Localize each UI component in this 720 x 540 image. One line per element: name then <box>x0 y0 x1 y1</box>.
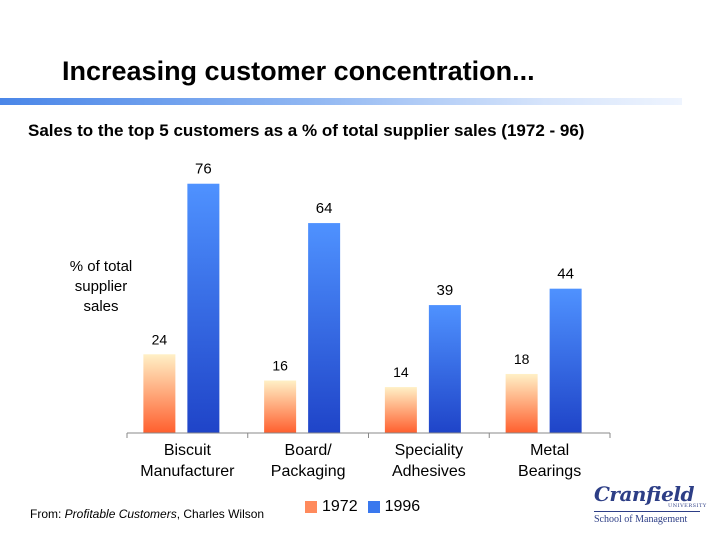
category-label-1-line-0: Board/ <box>285 442 333 459</box>
legend-swatch-1996 <box>367 501 380 513</box>
data-label-1972-3: 18 <box>514 351 530 367</box>
chart-legend: 1972 1996 <box>305 498 430 516</box>
legend-swatch-1972 <box>305 501 317 513</box>
logo-divider <box>594 511 700 512</box>
title-underline <box>0 98 682 105</box>
source-title: Profitable Customers <box>64 507 177 521</box>
logo-wordmark: Cranfield <box>594 482 694 506</box>
source-author: , Charles Wilson <box>176 507 265 521</box>
chart-subtitle: Sales to the top 5 customers as a % of t… <box>28 121 585 140</box>
bar-1996-3 <box>549 288 582 433</box>
cranfield-logo: Cranfield UNIVERSITY School of Managemen… <box>594 484 706 525</box>
data-label-1996-2: 39 <box>437 282 454 299</box>
logo-university-tag: UNIVERSITY <box>668 503 707 509</box>
category-label-3-line-1: Bearings <box>518 463 581 480</box>
data-label-1996-1: 64 <box>316 200 333 217</box>
bar-1972-0 <box>143 354 176 433</box>
category-label-0-line-1: Manufacturer <box>140 463 235 480</box>
data-label-1972-0: 24 <box>152 331 168 347</box>
y-axis-label-line-0: % of total <box>70 258 133 275</box>
data-label-1996-3: 44 <box>557 266 574 283</box>
legend-label-1972: 1972 <box>322 498 358 515</box>
legend-item-1996: 1996 <box>367 498 421 516</box>
slide-title: Increasing customer concentration... <box>62 56 535 86</box>
category-label-1-line-1: Packaging <box>271 463 346 480</box>
source-prefix: From: <box>30 507 65 521</box>
data-label-1972-2: 14 <box>393 364 409 380</box>
bar-1972-3 <box>505 373 538 433</box>
category-label-2-line-0: Speciality <box>395 442 463 459</box>
y-axis-label-line-1: supplier <box>75 278 128 295</box>
bar-1972-1 <box>264 380 297 433</box>
data-label-1996-0: 76 <box>195 161 212 178</box>
legend-label-1996: 1996 <box>384 498 421 515</box>
bar-1996-0 <box>187 183 220 433</box>
data-label-1972-1: 16 <box>272 358 288 374</box>
legend-item-1972: 1972 <box>305 498 358 516</box>
category-label-0-line-0: Biscuit <box>164 442 212 459</box>
y-axis-label-line-2: sales <box>83 298 118 315</box>
logo-school: School of Management <box>594 514 688 525</box>
source-citation: From: Profitable Customers, Charles Wils… <box>30 507 264 521</box>
bar-1996-1 <box>308 223 341 433</box>
category-label-3-line-0: Metal <box>530 442 569 459</box>
category-label-2-line-1: Adhesives <box>392 463 466 480</box>
bar-1972-2 <box>384 387 417 433</box>
bar-1996-2 <box>428 305 461 433</box>
